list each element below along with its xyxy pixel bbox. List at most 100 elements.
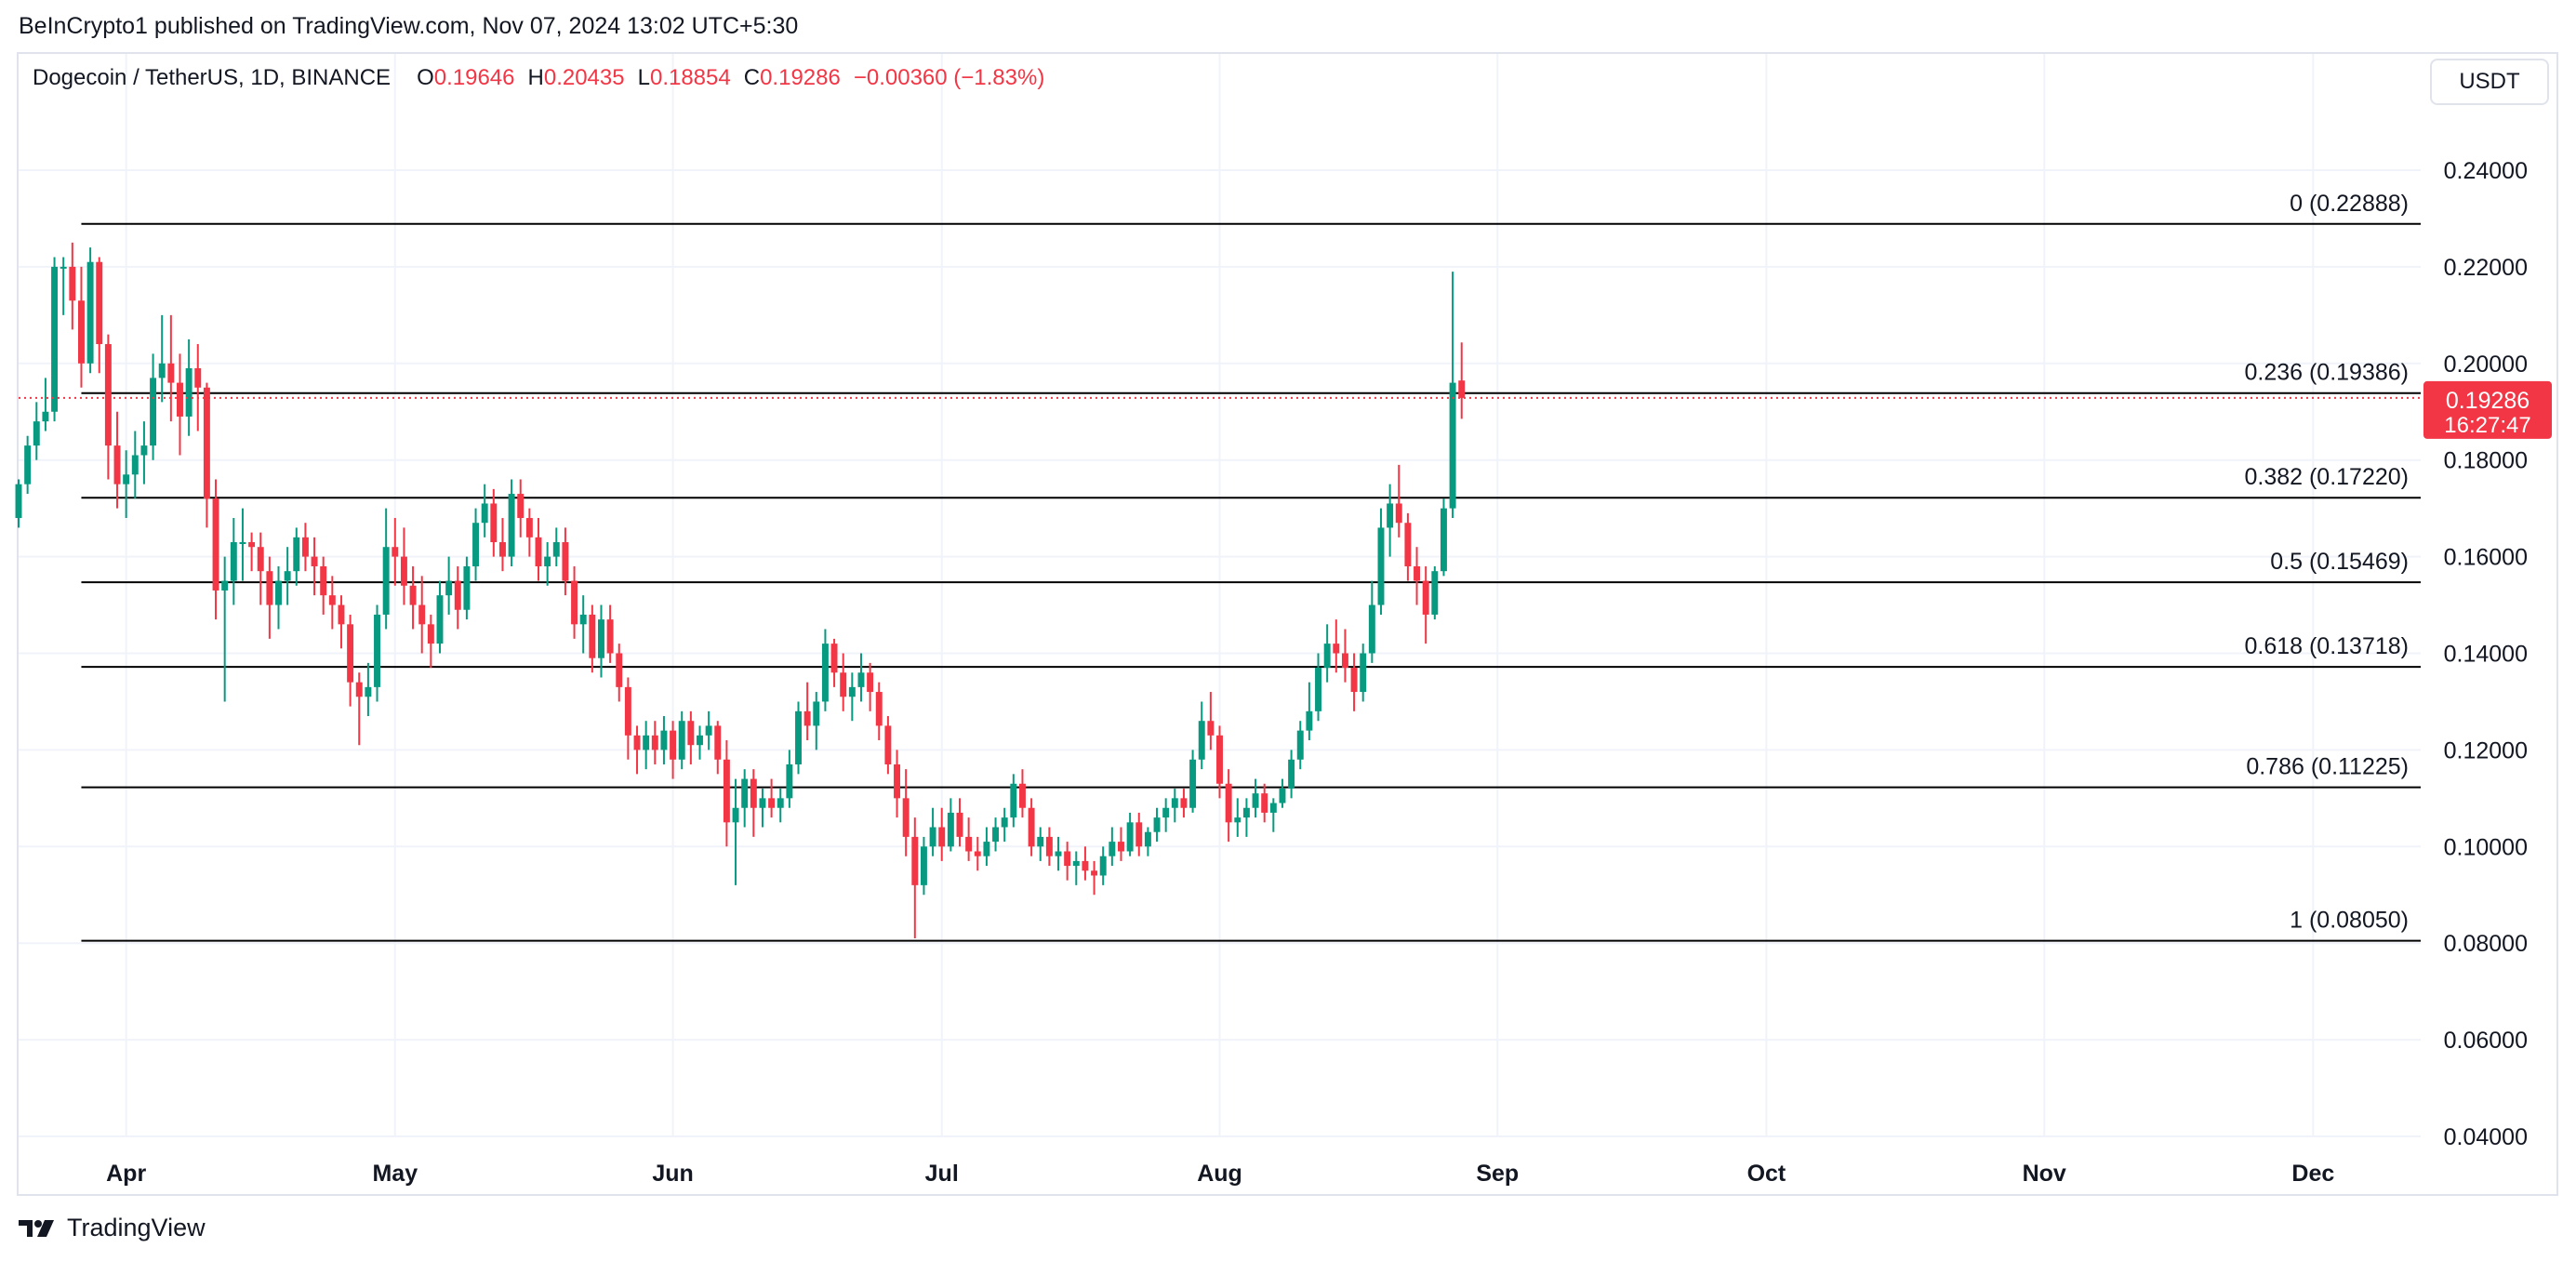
candle <box>624 677 631 760</box>
candle-body <box>284 571 291 581</box>
candle-body <box>616 653 623 687</box>
candle-body <box>678 721 685 760</box>
candle <box>894 750 900 818</box>
candle <box>732 778 739 885</box>
candle <box>472 508 480 581</box>
candle-body <box>69 266 76 301</box>
chart-frame <box>17 52 2558 1196</box>
candle-body <box>1198 721 1205 760</box>
candle <box>1091 860 1098 896</box>
candle-body <box>1360 653 1367 693</box>
tradingview-logo[interactable]: TradingView <box>19 1214 206 1242</box>
candle-body <box>732 807 739 823</box>
candle-body <box>374 614 380 687</box>
candle-body <box>328 595 336 605</box>
candle <box>1162 798 1170 832</box>
candle <box>418 576 426 654</box>
candle <box>902 769 910 856</box>
y-tick-label: 0.08000 <box>2444 931 2528 957</box>
y-tick-label: 0.16000 <box>2444 545 2528 571</box>
candle-body <box>525 518 533 538</box>
candle <box>1422 565 1429 644</box>
candle <box>1279 778 1286 808</box>
candle <box>301 523 309 572</box>
candle <box>194 344 202 431</box>
candle-body <box>1279 788 1286 803</box>
candle-body <box>472 523 480 566</box>
candle <box>1368 580 1375 663</box>
currency-button[interactable]: USDT <box>2430 59 2549 105</box>
candle-body <box>777 798 784 808</box>
symbol-title[interactable]: Dogecoin / TetherUS, 1D, BINANCE <box>33 65 392 90</box>
candle <box>803 682 811 741</box>
candle <box>1315 653 1321 722</box>
candle-body <box>517 494 524 519</box>
candle-body <box>974 851 981 856</box>
candle-body <box>633 735 641 750</box>
candle <box>848 672 856 722</box>
candle <box>508 479 515 566</box>
candle-body <box>1377 527 1385 605</box>
candle-body <box>436 595 444 644</box>
candle <box>1118 827 1124 861</box>
candle-body <box>1431 571 1439 615</box>
candle-body <box>938 827 946 847</box>
candle <box>347 614 354 707</box>
candle-body <box>1064 851 1071 867</box>
x-tick-label: Aug <box>1197 1161 1242 1187</box>
close-value: 0.19286 <box>760 65 841 90</box>
candle <box>104 334 112 480</box>
last-price-value: 0.19286 <box>2446 388 2530 414</box>
candle <box>1404 512 1412 581</box>
candle-body <box>131 455 139 475</box>
candle-body <box>848 686 856 697</box>
candle <box>1144 827 1151 856</box>
candle <box>544 542 551 586</box>
candle <box>535 518 542 581</box>
candle-body <box>338 604 345 625</box>
fib-level-label: 0.618 (0.13718) <box>2244 633 2409 659</box>
fib-level-label: 0.5 (0.15469) <box>2270 549 2409 575</box>
candle <box>1414 547 1421 605</box>
candle-body <box>365 686 372 697</box>
candle-body <box>427 624 434 644</box>
candle-body <box>1135 822 1143 847</box>
candle <box>131 431 139 499</box>
candle-body <box>750 778 757 808</box>
candle <box>167 314 175 422</box>
low-value: 0.18854 <box>649 65 731 90</box>
candle-body <box>911 836 919 885</box>
last-price-badge <box>2423 380 2552 439</box>
candle <box>158 314 166 403</box>
candle <box>1072 851 1080 885</box>
fib-level-label: 1 (0.08050) <box>2290 908 2409 934</box>
candle <box>140 421 148 484</box>
candle <box>212 479 219 620</box>
candle <box>69 242 76 330</box>
candle-body <box>123 474 130 484</box>
candle <box>1387 484 1394 557</box>
candle-body <box>1306 710 1313 731</box>
fibonacci-retracement[interactable]: 0 (0.22888) 0.236 (0.19386) 0.382 (0.17220… <box>81 191 2421 942</box>
candle-body <box>1207 721 1215 736</box>
candle-body <box>535 537 542 566</box>
tradingview-brand: TradingView <box>67 1214 206 1241</box>
candle-body <box>140 445 148 456</box>
candle <box>203 382 210 528</box>
candle-body <box>1296 730 1304 760</box>
candle <box>911 817 919 939</box>
high-value: 0.20435 <box>543 65 625 90</box>
candle-body <box>1458 380 1466 398</box>
candle <box>1064 842 1071 881</box>
change-value: −0.00360 (−1.83%) <box>853 65 1045 90</box>
candle <box>1099 846 1107 885</box>
candle <box>741 769 749 828</box>
candle <box>670 721 677 779</box>
candle-body <box>1288 759 1295 789</box>
candle <box>1180 788 1188 818</box>
candle-body <box>1341 653 1348 669</box>
candle <box>1216 725 1223 799</box>
candle-body <box>15 484 22 519</box>
candle <box>230 518 237 605</box>
